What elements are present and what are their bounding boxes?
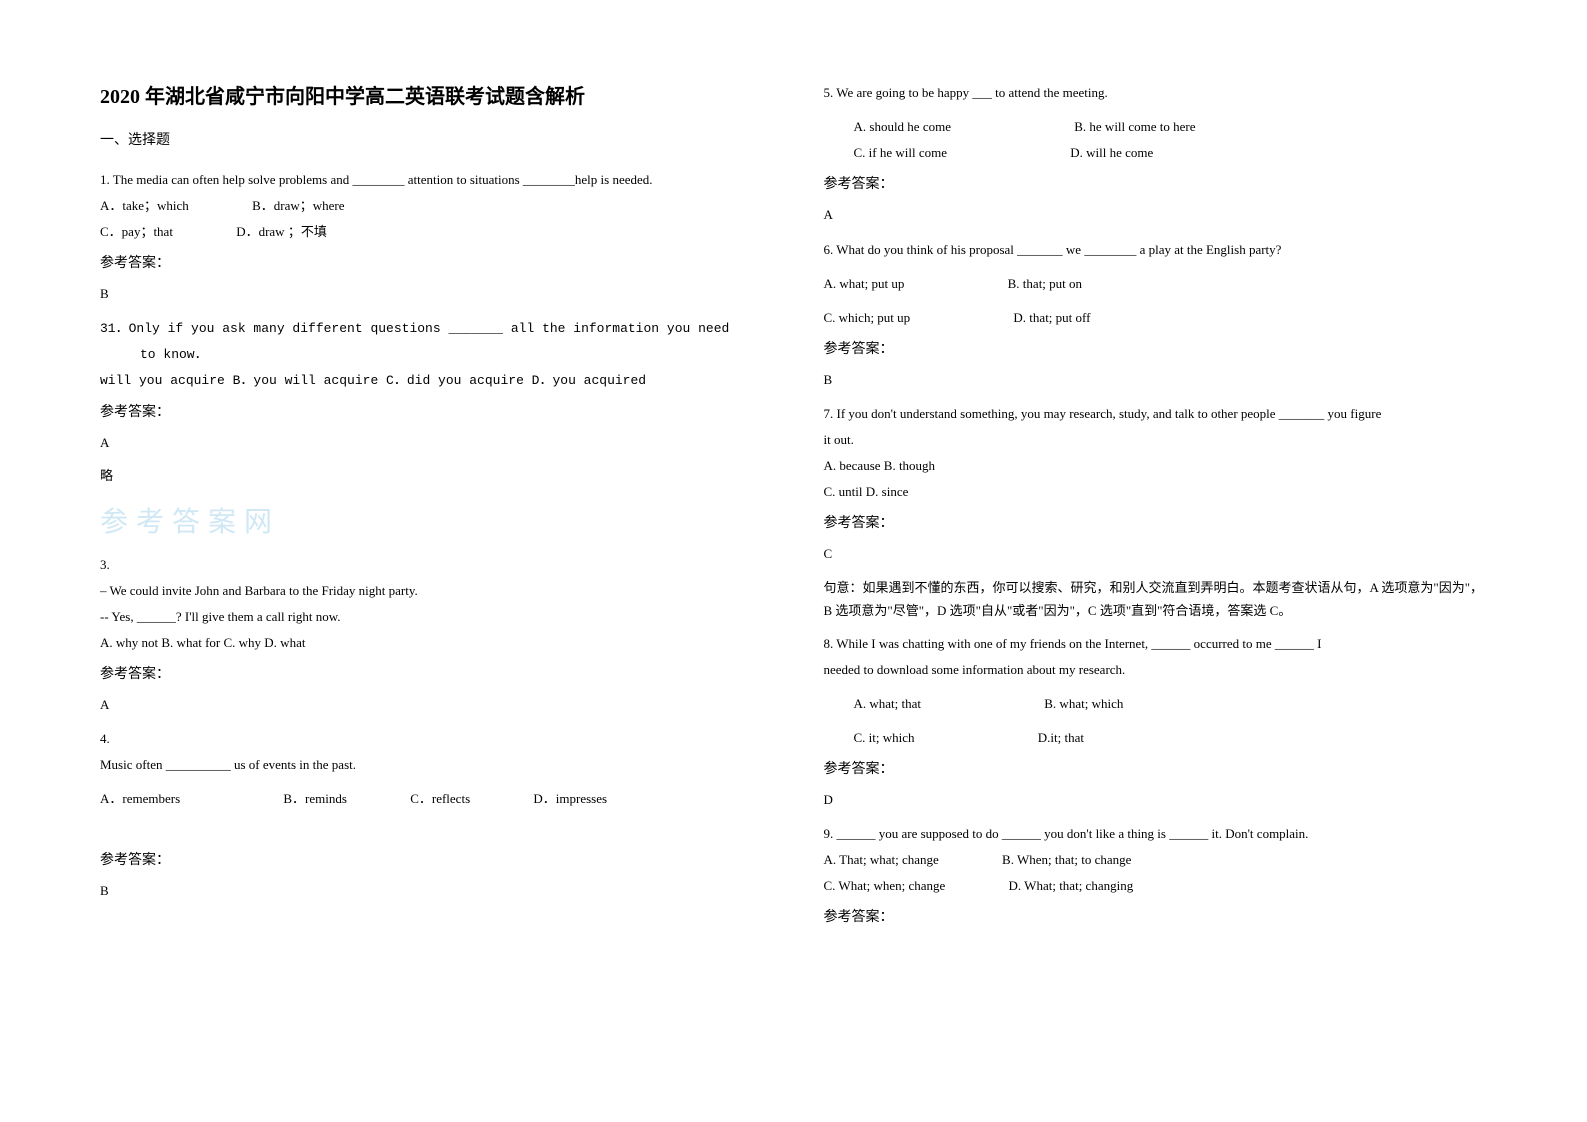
option-c: C. What; when; change <box>824 873 946 899</box>
question-stem: Music often __________ us of events in t… <box>100 752 764 778</box>
question-options: A. what; that B. what; which <box>824 691 1488 717</box>
answer-value: B <box>100 282 764 305</box>
answer-label: 参考答案： <box>824 337 1488 362</box>
answer-value: A <box>100 431 764 454</box>
option-b: B. he will come to here <box>1074 114 1195 140</box>
question-31: 31．Only if you ask many different questi… <box>100 316 764 488</box>
question-options: A. That; what; change B. When; that; to … <box>824 847 1488 873</box>
left-column: 2020 年湖北省咸宁市向阳中学高二英语联考试题含解析 一、选择题 1. The… <box>100 80 764 938</box>
answer-label: 参考答案： <box>100 662 764 687</box>
option-d: D.it; that <box>1038 725 1084 751</box>
question-stem: 9. ______ you are supposed to do ______ … <box>824 821 1488 847</box>
answer-value: B <box>824 368 1488 391</box>
question-num: 3. <box>100 552 764 578</box>
question-options: C．pay；that D．draw ；不填 <box>100 219 764 245</box>
question-8: 8. While I was chatting with one of my f… <box>824 631 1488 812</box>
option-b: B. that; put on <box>1008 271 1082 297</box>
option-c: C．pay；that <box>100 219 173 245</box>
question-6: 6. What do you think of his proposal ___… <box>824 237 1488 392</box>
question-options: C. which; put up D. that; put off <box>824 305 1488 331</box>
option-c: C．reflects <box>410 786 470 812</box>
question-stem-cont: it out. <box>824 427 1488 453</box>
question-num: 4. <box>100 726 764 752</box>
option-a: A．take；which <box>100 193 189 219</box>
option-b: B．draw；where <box>252 193 344 219</box>
option-a: A. That; what; change <box>824 847 939 873</box>
section-title: 一、选择题 <box>100 129 764 149</box>
question-stem-cont: needed to download some information abou… <box>824 657 1488 683</box>
question-stem: 6. What do you think of his proposal ___… <box>824 237 1488 263</box>
answer-value: A <box>100 693 764 716</box>
option-c: C. if he will come <box>854 140 948 166</box>
question-stem: 5. We are going to be happy ___ to atten… <box>824 80 1488 106</box>
question-options: C. it; which D.it; that <box>824 725 1488 751</box>
question-4: 4. Music often __________ us of events i… <box>100 726 764 903</box>
watermark: 参考答案网 <box>100 500 764 540</box>
answer-label: 参考答案： <box>824 172 1488 197</box>
question-options: C. What; when; change D. What; that; cha… <box>824 873 1488 899</box>
option-b: B．reminds <box>283 786 347 812</box>
question-stem: 8. While I was chatting with one of my f… <box>824 631 1488 657</box>
option-c: C. it; which <box>854 725 915 751</box>
question-9: 9. ______ you are supposed to do ______ … <box>824 821 1488 930</box>
question-options: A. why not B. what for C. why D. what <box>100 630 764 656</box>
option-a: A. should he come <box>854 114 951 140</box>
option-d: D．draw ；不填 <box>236 219 327 245</box>
answer-label: 参考答案： <box>100 251 764 276</box>
answer-label: 参考答案： <box>100 848 764 873</box>
question-options2: C. until D. since <box>824 479 1488 505</box>
question-stem: 31．Only if you ask many different questi… <box>100 316 764 342</box>
question-options1: A. because B. though <box>824 453 1488 479</box>
question-stem: 1. The media can often help solve proble… <box>100 167 764 193</box>
option-d: D. What; that; changing <box>1009 873 1134 899</box>
document-title: 2020 年湖北省咸宁市向阳中学高二英语联考试题含解析 <box>100 80 764 109</box>
option-d: D. will he come <box>1070 140 1153 166</box>
option-a: A．remembers <box>100 786 180 812</box>
question-7: 7. If you don't understand something, yo… <box>824 401 1488 622</box>
answer-value: B <box>100 879 764 902</box>
answer-label: 参考答案： <box>100 400 764 425</box>
question-options: will you acquire B．you will acquire C．di… <box>100 368 764 394</box>
explanation: 句意：如果遇到不懂的东西，你可以搜索、研究，和别人交流直到弄明白。本题考查状语从… <box>824 576 1488 623</box>
question-line1: – We could invite John and Barbara to th… <box>100 578 764 604</box>
question-line2: -- Yes, ______? I'll give them a call ri… <box>100 604 764 630</box>
right-column: 5. We are going to be happy ___ to atten… <box>824 80 1488 938</box>
option-a: A. what; put up <box>824 271 905 297</box>
answer-label: 参考答案： <box>824 511 1488 536</box>
question-options: A．remembers B．reminds C．reflects D．impre… <box>100 786 764 812</box>
option-b: B. When; that; to change <box>1002 847 1131 873</box>
question-options: A. what; put up B. that; put on <box>824 271 1488 297</box>
page-container: 2020 年湖北省咸宁市向阳中学高二英语联考试题含解析 一、选择题 1. The… <box>100 80 1487 938</box>
question-options: A．take；which B．draw；where <box>100 193 764 219</box>
option-a: A. what; that <box>854 691 922 717</box>
question-3: 3. – We could invite John and Barbara to… <box>100 552 764 717</box>
question-options: A. should he come B. he will come to her… <box>824 114 1488 140</box>
option-c: C. which; put up <box>824 305 911 331</box>
question-5: 5. We are going to be happy ___ to atten… <box>824 80 1488 227</box>
answer-value: A <box>824 203 1488 226</box>
option-b: B. what; which <box>1044 691 1123 717</box>
option-d: D. that; put off <box>1013 305 1090 331</box>
answer-label: 参考答案： <box>824 757 1488 782</box>
answer-label: 参考答案： <box>824 905 1488 930</box>
question-1: 1. The media can often help solve proble… <box>100 167 764 306</box>
option-d: D．impresses <box>533 786 607 812</box>
answer-value: D <box>824 788 1488 811</box>
omit-text: 略 <box>100 464 764 487</box>
question-stem-cont: to know． <box>140 342 764 368</box>
answer-value: C <box>824 542 1488 565</box>
question-options: C. if he will come D. will he come <box>824 140 1488 166</box>
question-stem: 7. If you don't understand something, yo… <box>824 401 1488 427</box>
